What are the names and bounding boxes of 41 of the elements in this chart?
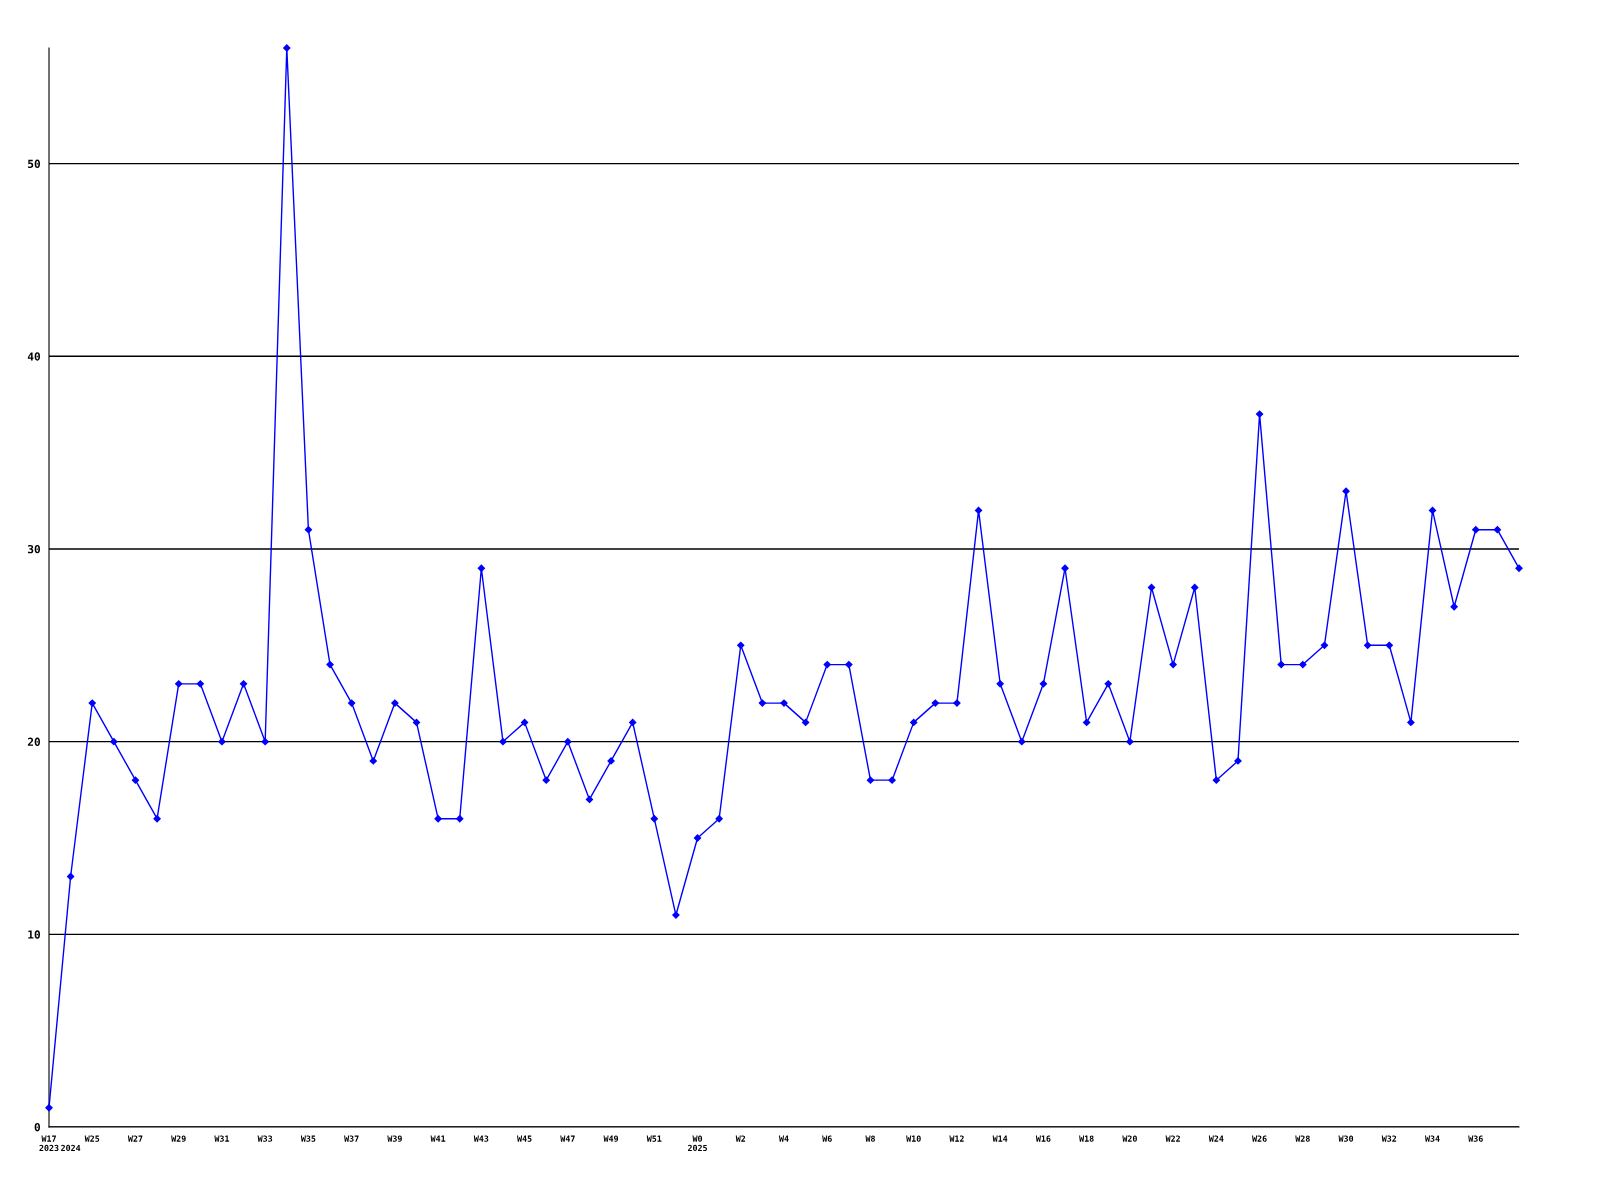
x-tick-label: W43 (473, 1135, 489, 1142)
x-tick-label: W14 (992, 1135, 1008, 1142)
x-tick-label: W30 (1338, 1135, 1354, 1142)
x-tick-label: W34 (1425, 1135, 1440, 1142)
x-tick-label: W35 (300, 1135, 316, 1142)
x-tick-label: W51 (646, 1135, 662, 1142)
x-tick-label: W36 (1468, 1135, 1483, 1142)
x-tick-label: 2024 (61, 1144, 81, 1152)
x-tick-label: W28 (1295, 1135, 1310, 1142)
x-tick-label: W45 (517, 1135, 532, 1142)
x-tick-label: W29 (171, 1135, 186, 1142)
x-tick-label: W26 (1252, 1135, 1267, 1142)
x-tick-label: W49 (603, 1135, 619, 1142)
y-tick-label: 20 (27, 737, 40, 747)
x-tick-label: W2 (735, 1135, 746, 1142)
y-tick-label: 0 (34, 1122, 40, 1132)
x-tick-label: W0 2025 (687, 1135, 707, 1152)
x-tick-label: W37 (344, 1135, 359, 1142)
x-tick-label: W33 (257, 1135, 273, 1142)
x-tick-label: W8 (865, 1135, 875, 1142)
x-tick-label: W47 (560, 1135, 575, 1142)
x-tick-label: W32 (1381, 1135, 1397, 1142)
x-tick-label: W12 (949, 1135, 964, 1142)
x-tick-label: W27 (127, 1135, 143, 1142)
y-tick-label: 40 (27, 352, 40, 361)
x-tick-label: W17 2023 (39, 1135, 59, 1152)
y-tick-label: 50 (28, 159, 40, 168)
x-tick-label: W39 (387, 1135, 402, 1142)
x-tick-label: W20 (1122, 1135, 1137, 1142)
x-tick-label: W22 (1165, 1135, 1180, 1142)
x-tick-label: W6 (822, 1135, 832, 1142)
x-tick-label: W10 (906, 1135, 921, 1142)
x-tick-label: W24 (1208, 1135, 1224, 1142)
x-tick-label: W25 (84, 1135, 100, 1142)
x-tick-label: W18 (1079, 1135, 1094, 1142)
x-tick-label: W4 (778, 1135, 789, 1142)
y-tick-label: 30 (27, 544, 40, 554)
x-tick-label: W41 (430, 1135, 446, 1142)
x-tick-label: W16 (1035, 1135, 1051, 1142)
x-tick-label: W31 (214, 1135, 230, 1142)
y-tick-label: 10 (28, 930, 40, 939)
